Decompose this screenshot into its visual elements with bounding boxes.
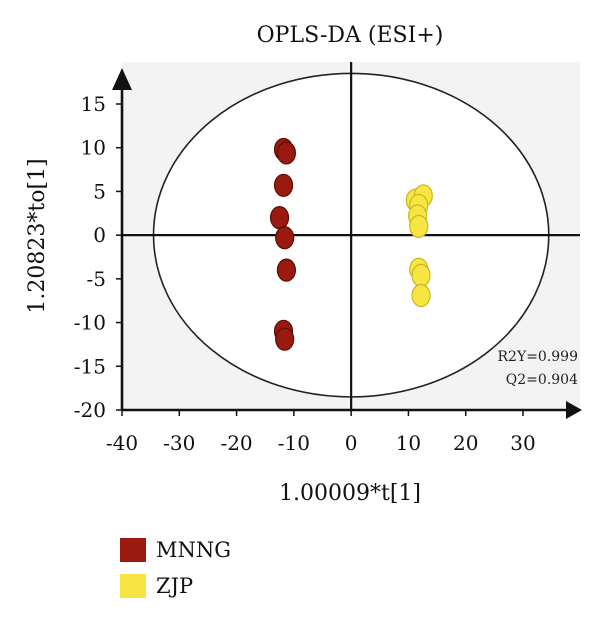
stat-q2: Q2=0.904 (506, 372, 578, 388)
ticks-layer: -40 -30 -20 -10 0 10 20 30 -20 -15 -10 -5 0 5 10 15 (74, 92, 536, 455)
x-axis-label: 1.00009*t[1] (279, 481, 421, 506)
legend-label-zjp: ZJP (156, 574, 194, 598)
x-tick-label: -10 (278, 431, 310, 455)
x-tick-label: 10 (396, 431, 421, 455)
axes-layer (112, 62, 582, 419)
x-tick-label: -40 (106, 431, 138, 455)
point-mnng (273, 173, 294, 197)
point-mnng (276, 141, 297, 165)
opls-da-scatter-chart: OPLS-DA (ESI+) -40 -30 -20 -10 0 10 20 30 -20 -15… (25, 23, 582, 506)
y-tick-label: -5 (87, 267, 106, 291)
chart-title: OPLS-DA (ESI+) (257, 23, 444, 48)
stat-r2y: R2Y=0.999 (498, 349, 579, 365)
legend-swatch-zjp (120, 574, 146, 598)
legend-item-zjp: ZJP (120, 568, 231, 604)
y-tick-label: -20 (74, 398, 106, 422)
x-tick-label: 0 (345, 431, 358, 455)
point-mnng (275, 327, 295, 351)
point-zjp (409, 214, 429, 238)
y-tick-label: 0 (93, 223, 106, 247)
x-tick-label: 30 (510, 431, 535, 455)
legend-label-mnng: MNNG (156, 538, 232, 562)
y-tick-label: -15 (74, 354, 106, 378)
point-mnng (276, 258, 297, 282)
points-layer (269, 137, 433, 351)
y-tick-label: 5 (93, 179, 106, 203)
y-axis-arrow (112, 68, 132, 90)
y-axis-label: 1.20823*to[1] (25, 158, 50, 313)
legend: MNNG ZJP (120, 532, 231, 604)
y-tick-label: 10 (81, 136, 106, 160)
x-axis-arrow (566, 401, 582, 419)
legend-item-mnng: MNNG (120, 532, 231, 568)
x-tick-label: -30 (163, 431, 195, 455)
x-tick-label: -20 (220, 431, 252, 455)
point-mnng (269, 206, 290, 230)
x-tick-label: 20 (453, 431, 478, 455)
y-tick-label: -10 (74, 311, 106, 335)
y-tick-label: 15 (81, 92, 106, 116)
legend-swatch-mnng (120, 538, 146, 562)
point-zjp (411, 263, 431, 287)
point-mnng (275, 226, 295, 250)
point-zjp (411, 283, 431, 308)
